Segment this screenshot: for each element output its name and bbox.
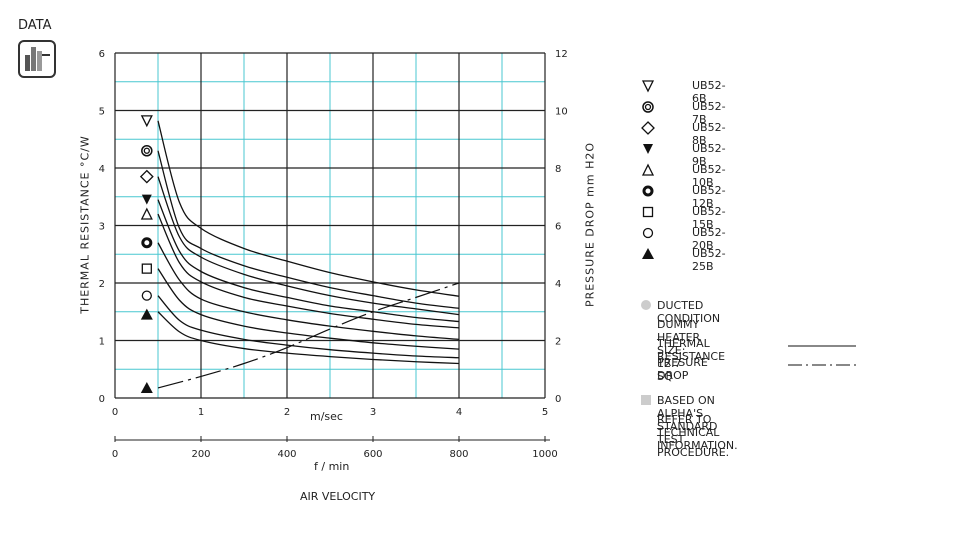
legend-marker	[642, 101, 654, 113]
legend-marker	[642, 227, 654, 239]
pressure-drop-line	[157, 282, 460, 389]
marker-ub52-7b	[141, 145, 153, 157]
y-tick-label: 2	[99, 279, 105, 290]
x-axis-label: m/sec	[310, 410, 343, 423]
marker-ub52-9b	[141, 194, 152, 205]
marker-ub52-15b	[141, 263, 152, 274]
legend-marker	[642, 185, 654, 197]
x2-axis-label: f / min	[314, 460, 350, 473]
y-tick-label: 5	[99, 107, 105, 118]
series-line-ub52-20b	[157, 295, 460, 359]
legend-marker	[641, 121, 655, 135]
x2-tick-label: 1000	[532, 449, 557, 460]
y2-tick-label: 6	[555, 222, 561, 233]
legend-marker	[642, 248, 654, 259]
y-axis-label: THERMAL RESISTANCE °C/W	[78, 135, 92, 314]
legend-marker	[641, 163, 655, 176]
note-pressure: PRESURE DROP	[657, 356, 708, 382]
y2-tick-label: 8	[555, 164, 561, 175]
series-line-ub52-12b	[157, 242, 460, 340]
marker-ub52-25b	[140, 308, 153, 320]
series-line-ub52-8b	[157, 176, 460, 316]
y-tick-label: 0	[99, 394, 105, 405]
note-ducted: DUCTED CONDITION	[657, 299, 721, 325]
y2-axis-label: PRESSURE DROP mm H2O	[583, 141, 597, 308]
legend-label: UB52-25B	[692, 247, 726, 273]
legend-label: UB52-15B	[692, 205, 726, 231]
marker-pressure-drop	[140, 381, 153, 393]
solid-line-key	[788, 345, 856, 347]
y-tick-label: 6	[99, 49, 105, 60]
legend-label: UB52-6B	[692, 79, 726, 105]
series-line-ub52-15b	[157, 268, 460, 350]
note-based1: BASED ON ALPHA'S STANDARD TEST PROCEDURE…	[657, 394, 730, 459]
marker-ub52-6b	[140, 115, 153, 128]
marker-ub52-8b	[139, 169, 154, 184]
series-line-ub52-6b	[157, 120, 460, 297]
x-tick-label: 4	[456, 407, 462, 418]
x-tick-label: 0	[112, 407, 118, 418]
y-tick-label: 1	[99, 337, 105, 348]
y2-tick-label: 0	[555, 394, 561, 405]
note-thermal: THERMAL RESISTANCE	[657, 337, 726, 363]
legend-label: UB52-12B	[692, 184, 726, 210]
legend-label: UB52-8B	[692, 121, 726, 147]
air-velocity-label: AIR VELOCITY	[300, 490, 376, 503]
series-line-ub52-9b	[157, 199, 460, 323]
series-line-ub52-25b	[157, 311, 460, 365]
x-tick-label: 5	[542, 407, 548, 418]
legend-marker	[642, 206, 654, 218]
legend-label: UB52-20B	[692, 226, 726, 252]
note-based2: REFER TO TECHNICAL INFORMATION.	[657, 413, 738, 452]
legend-label: UB52-9B	[692, 142, 726, 168]
dashdot-line-key	[788, 364, 856, 366]
legend-label: UB52-7B	[692, 100, 726, 126]
bar-chart-icon	[18, 40, 56, 78]
y2-tick-label: 2	[555, 337, 561, 348]
y2-tick-label: 4	[555, 279, 561, 290]
y-tick-label: 4	[99, 164, 105, 175]
y-tick-label: 3	[99, 222, 105, 233]
y2-tick-label: 12	[555, 49, 568, 60]
x2-tick-label: 600	[363, 449, 382, 460]
x2-tick-label: 800	[449, 449, 468, 460]
x-tick-label: 3	[370, 407, 376, 418]
x-tick-label: 1	[198, 407, 204, 418]
y2-tick-label: 10	[555, 107, 568, 118]
legend-marker	[641, 80, 655, 93]
marker-ub52-10b	[140, 207, 153, 220]
x2-tick-label: 200	[191, 449, 210, 460]
data-title: DATA	[18, 18, 52, 33]
x-tick-label: 2	[284, 407, 290, 418]
series-line-ub52-7b	[157, 150, 460, 309]
x2-tick-label: 0	[112, 449, 118, 460]
note-heater: DUMMY HEATER SIZE: 12.7 SQ	[657, 318, 701, 383]
marker-ub52-20b	[141, 290, 152, 301]
marker-ub52-12b	[141, 237, 153, 249]
x2-tick-label: 400	[277, 449, 296, 460]
series-line-ub52-10b	[157, 213, 460, 329]
legend-marker	[643, 144, 653, 154]
legend-label: UB52-10B	[692, 163, 726, 189]
